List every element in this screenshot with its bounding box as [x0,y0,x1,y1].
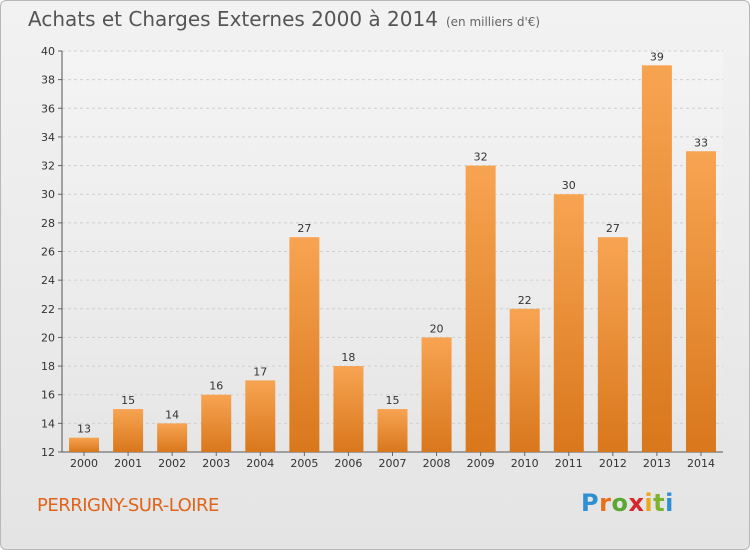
bar [157,423,188,452]
bar [641,65,672,453]
y-tick-label: 34 [41,131,55,144]
y-tick-label: 24 [41,274,55,287]
x-tick-label: 2003 [202,457,230,470]
logo-letter: r [599,489,612,517]
y-tick-label: 26 [41,246,55,259]
x-tick-label: 2014 [687,457,715,470]
y-tick-label: 12 [41,446,55,459]
proxiti-logo: Proxiti [581,489,674,517]
y-tick-label: 32 [41,160,55,173]
bar [377,409,408,452]
data-label: 15 [121,394,135,407]
y-tick-label: 14 [41,417,55,430]
x-tick-label: 2011 [555,457,583,470]
x-tick-label: 2009 [467,457,495,470]
data-label: 20 [430,322,444,335]
x-tick-label: 2008 [423,457,451,470]
chart-title: Achats et Charges Externes 2000 à 2014 (e… [28,7,540,31]
data-label: 17 [253,365,267,378]
y-tick-label: 18 [41,360,55,373]
x-tick-label: 2007 [379,457,407,470]
bar [289,237,320,452]
y-tick-label: 38 [41,74,55,87]
logo-letter: t [653,489,666,517]
x-tick-label: 2006 [334,457,362,470]
bar [333,366,364,452]
data-label: 27 [606,222,620,235]
logo-letter: i [644,489,654,517]
data-label: 15 [386,394,400,407]
bar [553,194,584,452]
y-tick-label: 40 [41,45,55,58]
x-tick-label: 2002 [158,457,186,470]
bar [421,337,452,452]
y-tick-label: 20 [41,331,55,344]
bar [509,308,540,452]
data-label: 39 [650,50,664,63]
bar [69,437,100,452]
bar [597,237,628,452]
data-label: 27 [297,222,311,235]
logo-letter: x [628,489,645,517]
chart-subtitle: (en milliers d'€) [445,15,541,29]
bar [113,409,144,452]
data-label: 30 [562,179,576,192]
x-tick-label: 2000 [70,457,98,470]
bar [465,165,496,453]
data-label: 18 [341,351,355,364]
bar [245,380,276,452]
bar [201,394,232,452]
x-tick-label: 2001 [114,457,142,470]
logo-letter: P [581,489,600,517]
data-label: 13 [77,423,91,436]
chart-title-text: Achats et Charges Externes 2000 à 2014 [28,7,438,31]
y-tick-label: 36 [41,102,55,115]
y-tick-label: 22 [41,303,55,316]
x-tick-label: 2013 [643,457,671,470]
data-label: 33 [694,136,708,149]
bar [685,151,716,452]
y-tick-label: 16 [41,389,55,402]
logo-letter: o [611,489,629,517]
x-tick-label: 2010 [511,457,539,470]
logo-letter: i [665,489,674,517]
data-label: 32 [474,151,488,164]
x-tick-label: 2012 [599,457,627,470]
y-tick-label: 30 [41,188,55,201]
y-tick-label: 28 [41,217,55,230]
commune-name: PERRIGNY-SUR-LOIRE [37,495,219,516]
x-tick-label: 2005 [290,457,318,470]
data-label: 22 [518,294,532,307]
x-tick-label: 2004 [246,457,274,470]
data-label: 16 [209,380,223,393]
data-label: 14 [165,408,179,421]
